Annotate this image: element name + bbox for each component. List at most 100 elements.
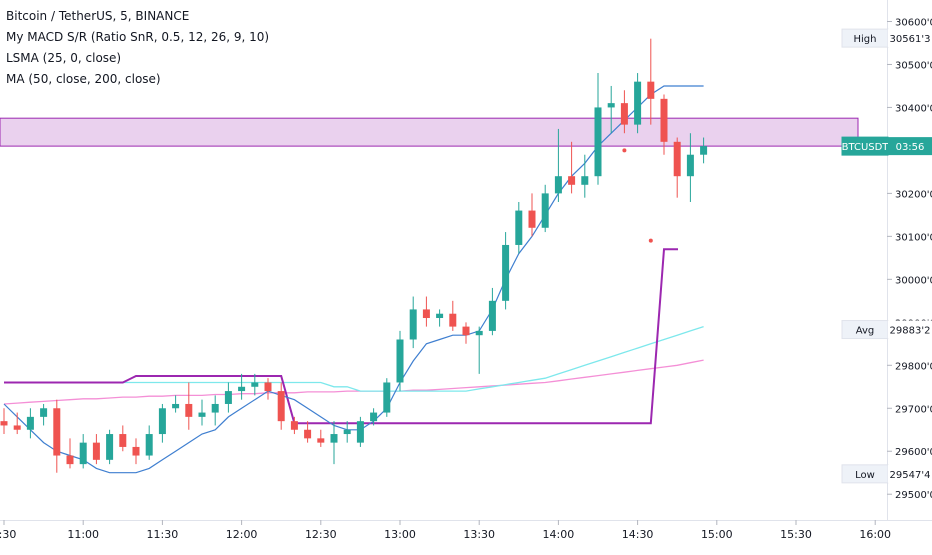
candle-body[interactable] — [554, 176, 562, 194]
x-tick-label: 12:30 — [305, 528, 337, 541]
y-tick-label: 29500'0 — [895, 490, 932, 501]
high-tag-value-box — [888, 29, 932, 48]
candle-body[interactable] — [594, 107, 602, 177]
candle-body[interactable] — [607, 103, 615, 108]
candle-body[interactable] — [568, 176, 576, 185]
x-tick-label: 15:30 — [780, 528, 812, 541]
x-tick-label: 14:30 — [622, 528, 654, 541]
current-price-tag-label: BTCUSDT — [842, 142, 890, 153]
avg-tag-label: Avg — [856, 326, 875, 337]
legend-title[interactable]: Bitcoin / TetherUS, 5, BINANCE — [6, 9, 190, 23]
candle-body[interactable] — [343, 429, 351, 435]
x-tick-label: 11:00 — [67, 528, 99, 541]
avg-tag-value-box — [888, 320, 932, 339]
candle-body[interactable] — [686, 154, 694, 177]
high-tag-label: High — [854, 34, 877, 45]
candle-body[interactable] — [304, 429, 312, 439]
candle-body[interactable] — [224, 391, 232, 404]
low-tag-label: Low — [855, 470, 875, 481]
candle-body[interactable] — [660, 98, 668, 142]
candle-body[interactable] — [185, 403, 193, 417]
candle-body[interactable] — [40, 408, 48, 417]
candle-body[interactable] — [422, 309, 430, 319]
candle-body[interactable] — [26, 416, 34, 430]
avg-tag-value: 29883'2 — [890, 326, 931, 337]
ma-slow-line[interactable] — [3, 359, 704, 405]
x-tick-label: 16:00 — [859, 528, 891, 541]
sr-step-line[interactable] — [4, 248, 678, 425]
candle-body[interactable] — [79, 442, 87, 465]
current-price-tag-value-box — [888, 137, 932, 156]
candle-body[interactable] — [13, 425, 21, 430]
y-tick-label: 29800'0 — [895, 361, 932, 372]
candle-body[interactable] — [290, 421, 298, 430]
x-tick-label: 15:00 — [701, 528, 733, 541]
y-tick-label: 30600'0 — [895, 17, 932, 28]
y-tick-label: 30400'0 — [895, 103, 932, 114]
high-tag-value: 30561'3 — [890, 34, 931, 45]
candle-body[interactable] — [475, 330, 483, 336]
candle-body[interactable] — [92, 442, 100, 460]
candle-body[interactable] — [132, 446, 140, 456]
x-tick-label: 0:30 — [0, 528, 16, 541]
candle-body[interactable] — [0, 421, 8, 426]
y-tick-label: 30000'0 — [895, 275, 932, 286]
candle-body[interactable] — [198, 412, 206, 417]
signal-marker — [648, 238, 653, 243]
candle-body[interactable] — [396, 339, 404, 383]
signal-marker — [622, 148, 627, 153]
candle-body[interactable] — [502, 244, 510, 301]
candle-body[interactable] — [462, 326, 470, 336]
candle-body[interactable] — [634, 81, 642, 125]
low-tag-value: 29547'4 — [890, 470, 931, 481]
candle-body[interactable] — [251, 382, 259, 387]
x-tick-label: 14:00 — [543, 528, 575, 541]
candle-body[interactable] — [581, 176, 589, 185]
candle-body[interactable] — [620, 103, 628, 125]
y-tick-label: 30200'0 — [895, 189, 932, 200]
candle-body[interactable] — [145, 434, 153, 456]
y-tick-label: 30100'0 — [895, 232, 932, 243]
candle-body[interactable] — [317, 438, 325, 443]
lsma-line[interactable] — [3, 85, 704, 474]
legend-study-macd[interactable]: My MACD S/R (Ratio SnR, 0.5, 12, 26, 9, … — [6, 30, 270, 44]
candle-body[interactable] — [211, 403, 219, 413]
candle-body[interactable] — [119, 434, 127, 447]
candle-body[interactable] — [409, 309, 417, 340]
legend-study-lsma[interactable]: LSMA (25, 0, close) — [6, 51, 122, 65]
candle-body[interactable] — [449, 313, 457, 327]
candle-body[interactable] — [238, 386, 246, 392]
candle-body[interactable] — [53, 408, 61, 456]
chart-legend: Bitcoin / TetherUS, 5, BINANCE My MACD S… — [6, 6, 269, 90]
candle-body[interactable] — [528, 210, 536, 228]
candle-body[interactable] — [700, 146, 708, 155]
candle-body[interactable] — [277, 391, 285, 422]
candle-body[interactable] — [66, 455, 74, 465]
x-tick-label: 13:00 — [384, 528, 416, 541]
candle-body[interactable] — [106, 434, 114, 460]
candle-body[interactable] — [172, 403, 180, 409]
y-tick-label: 29600'0 — [895, 447, 932, 458]
current-price-tag-value: 03:56 — [896, 142, 925, 153]
candle-body[interactable] — [647, 81, 655, 99]
sr-zone[interactable] — [0, 117, 859, 147]
x-tick-label: 12:00 — [226, 528, 258, 541]
candle-body[interactable] — [370, 412, 378, 422]
y-tick-label: 29700'0 — [895, 404, 932, 415]
y-tick-label: 30500'0 — [895, 60, 932, 71]
candle-body[interactable] — [436, 313, 444, 319]
x-tick-label: 11:30 — [147, 528, 179, 541]
candle-body[interactable] — [356, 421, 364, 443]
candle-body[interactable] — [330, 434, 338, 443]
candle-body[interactable] — [673, 141, 681, 177]
candle-body[interactable] — [541, 193, 549, 228]
candle-body[interactable] — [383, 382, 391, 413]
candle-body[interactable] — [158, 408, 166, 435]
candle-body[interactable] — [515, 210, 523, 245]
legend-study-ma[interactable]: MA (50, close, 200, close) — [6, 72, 161, 86]
candle-body[interactable] — [264, 382, 272, 392]
candle-body[interactable] — [488, 300, 496, 331]
